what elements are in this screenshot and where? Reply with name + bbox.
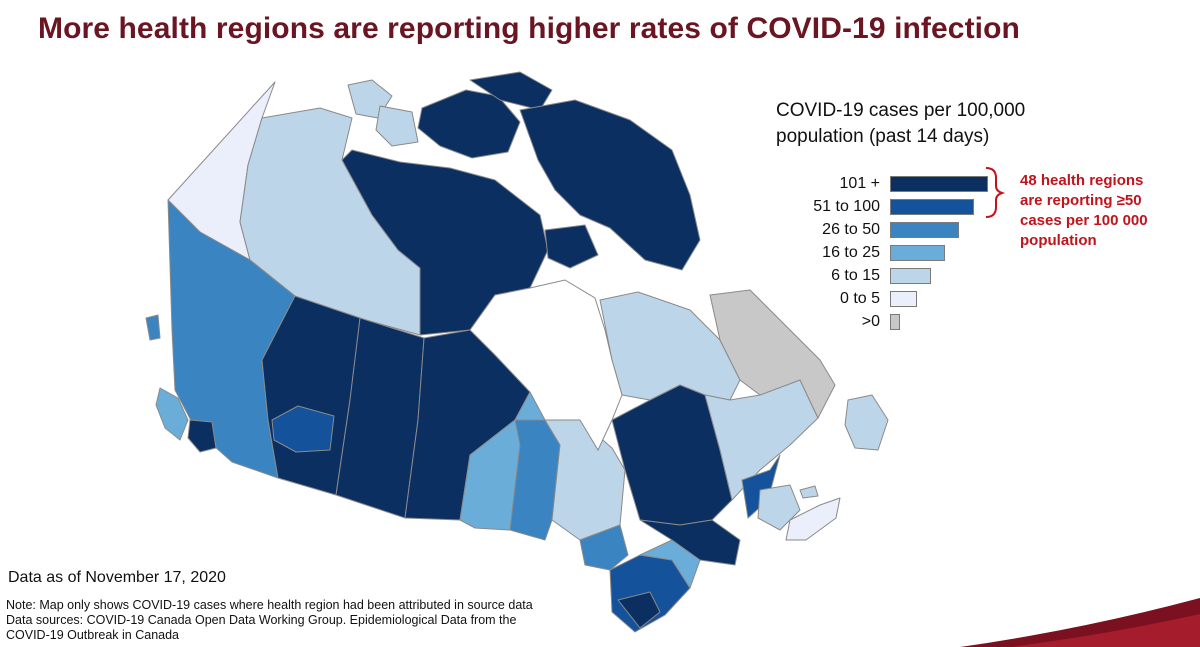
legend-label: 6 to 15: [831, 267, 880, 284]
region-labrador[interactable]: [709, 289, 836, 419]
region-quebec-east[interactable]: [704, 379, 819, 501]
note-line3: COVID-19 Outbreak in Canada: [6, 628, 180, 642]
legend-title-line1: COVID-19 cases per 100,000: [776, 100, 1026, 121]
region-nunavut-islands-north[interactable]: [469, 71, 553, 111]
region-bc-haida-gwaii[interactable]: [145, 314, 161, 341]
legend-swatch: [890, 222, 959, 238]
note-line2: Data sources: COVID-19 Canada Open Data …: [6, 613, 517, 627]
legend-swatch: [890, 291, 917, 307]
region-nunavut-southampton[interactable]: [544, 224, 599, 269]
note-line1: Note: Map only shows COVID-19 cases wher…: [6, 598, 533, 612]
region-alberta-central[interactable]: [271, 405, 335, 453]
region-ontario-toronto[interactable]: [617, 591, 661, 629]
legend-swatch: [890, 199, 974, 215]
region-pei[interactable]: [799, 485, 819, 499]
region-bc-fraser[interactable]: [187, 419, 217, 453]
region-ontario-east[interactable]: [639, 539, 701, 589]
region-ontario-sudbury[interactable]: [579, 524, 629, 571]
legend-swatch: [890, 245, 945, 261]
legend-label: 26 to 50: [822, 221, 880, 238]
callout-line3: cases per 100 000: [1020, 212, 1148, 229]
region-quebec-south[interactable]: [639, 519, 741, 566]
region-nunavut-baffin[interactable]: [519, 99, 701, 271]
region-newfoundland[interactable]: [844, 394, 889, 451]
page-title: More health regions are reporting higher…: [38, 12, 1020, 45]
legend-label: >0: [861, 313, 880, 330]
legend-label: 0 to 5: [839, 290, 880, 307]
region-nova-scotia[interactable]: [785, 497, 841, 541]
legend-label: 51 to 100: [813, 198, 880, 215]
legend-title: COVID-19 cases per 100,000 population (p…: [776, 98, 1076, 150]
legend-title-line2: population (past 14 days): [776, 126, 990, 147]
source-notes: Note: Map only shows COVID-19 cases wher…: [6, 598, 616, 643]
region-quebec-gaspe[interactable]: [741, 454, 781, 519]
callout-line4: population: [1020, 232, 1097, 249]
callout-line1: 48 health regions: [1020, 172, 1144, 189]
region-bc-vancouver-island[interactable]: [155, 387, 189, 441]
callout-text: 48 health regions are reporting ≥50 case…: [1020, 171, 1190, 251]
callout-line2: are reporting ≥50: [1020, 192, 1142, 209]
hudson-bay: [469, 279, 623, 452]
data-date: Data as of November 17, 2020: [8, 569, 226, 586]
legend-label: 16 to 25: [822, 244, 880, 261]
region-nwt-island-victoria[interactable]: [375, 105, 419, 147]
region-nunavut-islands-west[interactable]: [417, 89, 521, 159]
legend-swatch: [890, 268, 931, 284]
legend-swatch: [890, 314, 900, 330]
legend-label: 101 +: [839, 175, 880, 192]
